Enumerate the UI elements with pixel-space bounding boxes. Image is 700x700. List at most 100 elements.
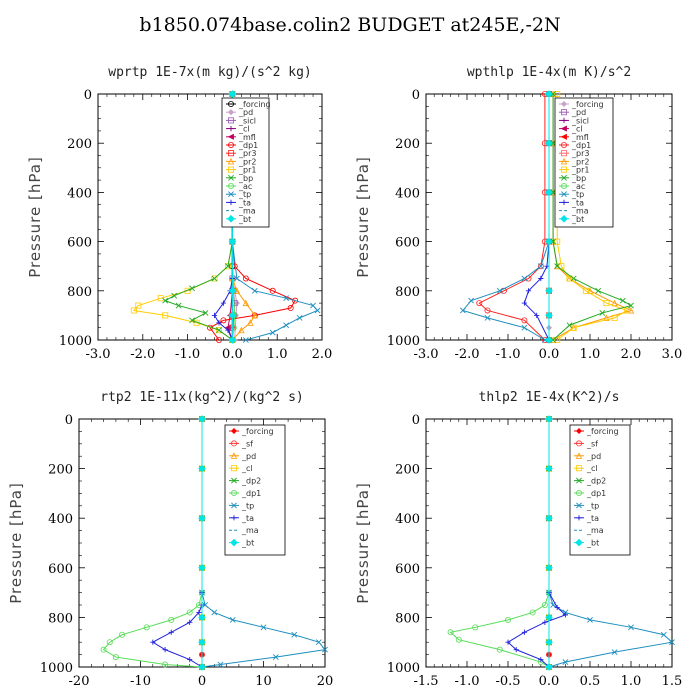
- series-line: [151, 419, 203, 668]
- legend-box: [569, 424, 631, 556]
- legend-marker: [230, 440, 237, 447]
- data-point: [496, 646, 503, 653]
- legend-marker: [561, 166, 568, 173]
- x-tick-label: -1.0: [175, 347, 200, 362]
- data-point: [228, 237, 237, 246]
- legend: _forcing_pd_sicl_cl_mfl_dp1_pr3_pr2_pr1_…: [221, 97, 271, 228]
- data-point: [112, 654, 119, 661]
- data-point: [554, 336, 561, 343]
- legend-label: _sf: [241, 439, 253, 448]
- chart-title: rtp2 1E-11x(kg^2)/(kg^2 s): [100, 390, 304, 405]
- legend-marker: [576, 465, 583, 472]
- series-dp1: [476, 91, 548, 343]
- legend-label: _bt: [571, 215, 584, 224]
- legend-entry: _pd: [226, 108, 253, 117]
- legend-marker: [575, 452, 583, 459]
- legend-marker: [227, 166, 234, 173]
- legend-label: _cl: [586, 464, 598, 473]
- y-tick-label: 200: [395, 137, 420, 152]
- legend-entry: _pr3: [226, 149, 256, 158]
- data-point: [215, 327, 222, 334]
- legend-marker: [561, 174, 567, 181]
- data-point: [296, 314, 303, 321]
- legend-label: _tp: [241, 501, 254, 510]
- data-point: [189, 285, 195, 292]
- legend-label: _forcing: [241, 427, 274, 436]
- y-axis-label: Pressure [hPa]: [26, 156, 44, 278]
- legend-entry: _ta: [229, 514, 254, 523]
- data-point: [168, 616, 175, 623]
- legend-label: _pd: [571, 108, 586, 117]
- data-point: [623, 307, 630, 314]
- legend-marker: [576, 440, 583, 447]
- data-point: [554, 238, 561, 245]
- y-tick-label: 400: [395, 186, 420, 201]
- data-point: [611, 314, 618, 321]
- legend-marker: [575, 538, 583, 547]
- x-tick-label: 0.0: [222, 347, 243, 362]
- x-tick-label: -1.5: [413, 674, 438, 689]
- chart-panel-2: wpthlp 1E-4x(m K)/s^2 Pressure [hPa] 0 200 4…: [354, 65, 682, 362]
- legend-label: _ma: [586, 526, 604, 535]
- y-tick-label: 200: [48, 463, 73, 478]
- legend-entry: _forcing: [559, 100, 604, 109]
- legend-label: _mfl: [238, 133, 256, 142]
- chart-panel-1: wprtp 1E-7x(m kg)/(s^2 kg) Pressure [hPa]…: [26, 65, 332, 362]
- data-point: [476, 300, 483, 307]
- y-tick-label: 600: [67, 236, 92, 251]
- series-line: [552, 94, 633, 341]
- data-point: [202, 602, 208, 608]
- data-point: [545, 514, 553, 523]
- data-point: [198, 563, 206, 572]
- legend-marker: [227, 141, 234, 148]
- legend-marker: [227, 150, 234, 157]
- legend-entry: _cl: [574, 464, 598, 473]
- y-tick-label: 600: [48, 562, 73, 577]
- legend-entry: _pd: [574, 452, 601, 461]
- page-title: b1850.074base.colin2 BUDGET at245E,-2N: [139, 14, 561, 36]
- legend-label: _ta: [571, 198, 584, 207]
- legend-label: _dp1: [241, 489, 261, 498]
- legend-label: _forcing: [586, 427, 619, 436]
- legend-entry: _tp: [559, 190, 584, 199]
- legend: _forcing_pd_sicl_cl_mfl_dp1_pr3_pr2_pr1_…: [554, 97, 614, 228]
- x-tick-label: 1.5: [662, 674, 683, 689]
- data-point: [545, 286, 553, 295]
- data-point: [484, 314, 491, 321]
- legend-marker: [561, 141, 568, 148]
- series-line: [132, 94, 233, 341]
- legend-label: _ta: [238, 198, 251, 207]
- data-point: [542, 619, 548, 625]
- legend-entry: _sicl: [559, 116, 589, 125]
- data-point: [269, 287, 276, 294]
- legend-label: _bt: [586, 539, 599, 548]
- data-point: [669, 639, 675, 646]
- data-point: [545, 464, 553, 473]
- y-tick-label: 600: [395, 562, 420, 577]
- legend-marker: [230, 452, 238, 459]
- legend-marker: [576, 477, 582, 484]
- data-point: [554, 263, 561, 270]
- x-tick-label: 1.0: [580, 347, 601, 362]
- data-point: [211, 275, 218, 282]
- data-point: [468, 297, 475, 304]
- legend-marker: [561, 150, 568, 157]
- data-point: [484, 307, 491, 314]
- series-ta: [521, 91, 552, 343]
- legend-label: _pr3: [238, 149, 256, 158]
- series-bt: [198, 415, 206, 671]
- x-tick-label: 0.5: [580, 674, 601, 689]
- legend-entry: _sf: [229, 439, 253, 448]
- y-tick-label: 1000: [387, 661, 420, 676]
- data-point: [230, 324, 237, 331]
- data-point: [599, 310, 606, 316]
- series-line: [462, 94, 550, 341]
- x-tick-label: -1.0: [495, 347, 520, 362]
- data-point: [545, 311, 553, 320]
- legend-entry: _cl: [229, 464, 253, 473]
- legend-entry: _ma: [574, 526, 604, 535]
- y-tick-label: 0: [65, 413, 73, 428]
- data-point: [472, 624, 479, 631]
- legend-marker: [228, 174, 234, 181]
